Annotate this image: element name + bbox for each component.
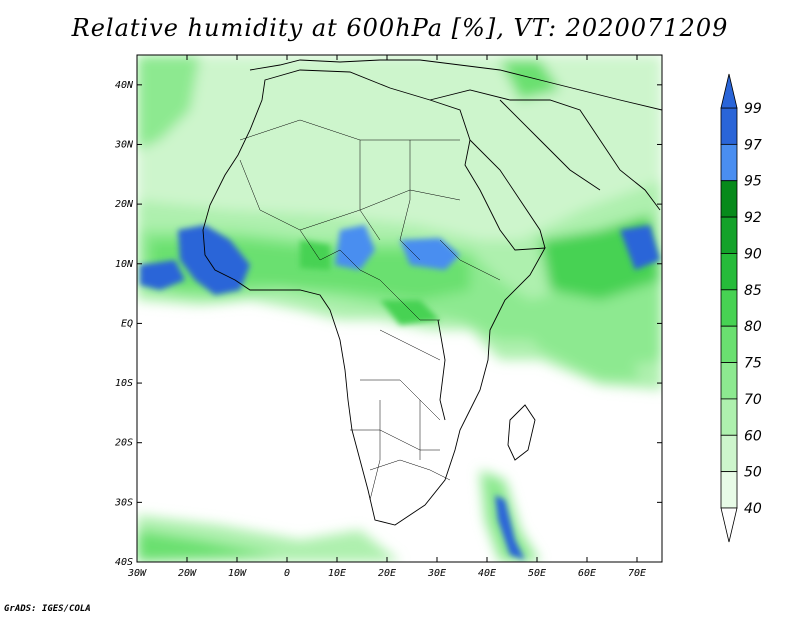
colorbar-label: 75 xyxy=(744,356,762,372)
colorbar-segment xyxy=(720,253,738,291)
coastlines xyxy=(202,59,662,526)
humidity-field xyxy=(137,55,662,562)
longitude-axis: 30W 20W 10W 0 10E 20E 30E 40E 50E 60E 70E xyxy=(127,55,646,579)
lon-label: 0 xyxy=(284,568,290,579)
lat-label: 40N xyxy=(115,80,134,91)
lon-label: 30W xyxy=(127,568,147,579)
colorbar-label: 50 xyxy=(744,465,762,481)
lon-label: 30E xyxy=(427,568,446,579)
colorbar-label: 97 xyxy=(744,137,762,153)
lon-label: 40E xyxy=(478,568,496,579)
lat-label: 10N xyxy=(115,259,134,270)
colorbar-label: 80 xyxy=(744,319,762,335)
colorbar-segment xyxy=(720,362,738,400)
lat-label: 30S xyxy=(114,497,133,508)
colorbar-label: 99 xyxy=(744,101,762,117)
colorbar-label: 92 xyxy=(744,210,762,226)
lon-label: 20W xyxy=(178,568,197,579)
colorbar-segment xyxy=(720,325,738,363)
colorbar-label: 40 xyxy=(744,501,762,517)
colorbar-label: 90 xyxy=(744,246,762,262)
lat-label: EQ xyxy=(121,318,133,329)
colorbar-segment xyxy=(720,289,738,327)
colorbar: 99 97 95 92 90 85 80 75 70 60 50 40 xyxy=(720,73,762,543)
colorbar-top-arrow xyxy=(720,73,738,109)
lon-label: 70E xyxy=(628,568,646,579)
colorbar-label: 95 xyxy=(744,174,762,190)
country-borders xyxy=(239,119,501,501)
latitude-axis: 40N 30N 20N 10N EQ 10S 20S 30S 40S xyxy=(114,80,662,568)
lon-label: 10E xyxy=(328,568,346,579)
colorbar-segment xyxy=(720,434,738,473)
lon-label: 60E xyxy=(578,568,596,579)
lat-label: 40S xyxy=(115,557,133,568)
lon-label: 20E xyxy=(378,568,396,579)
colorbar-segment xyxy=(720,143,738,182)
colorbar-label: 85 xyxy=(744,283,762,299)
lat-label: 30N xyxy=(114,139,134,150)
colorbar-segment xyxy=(720,471,738,509)
colorbar-segment xyxy=(720,398,738,436)
lon-label: 10W xyxy=(228,568,247,579)
lat-label: 10S xyxy=(115,378,133,389)
grads-credit: GrADS: IGES/COLA xyxy=(4,604,91,614)
map-frame xyxy=(136,54,663,563)
map-title: Relative humidity at 600hPa [%], VT: 202… xyxy=(71,14,729,42)
colorbar-label: 70 xyxy=(744,392,762,408)
lat-label: 20N xyxy=(115,199,134,210)
colorbar-segment xyxy=(720,180,738,218)
colorbar-bottom-arrow xyxy=(720,507,738,543)
colorbar-segment xyxy=(720,216,738,254)
lat-label: 20S xyxy=(115,438,133,449)
colorbar-segment xyxy=(720,107,738,145)
colorbar-label: 60 xyxy=(744,428,762,444)
lon-label: 50E xyxy=(528,568,546,579)
